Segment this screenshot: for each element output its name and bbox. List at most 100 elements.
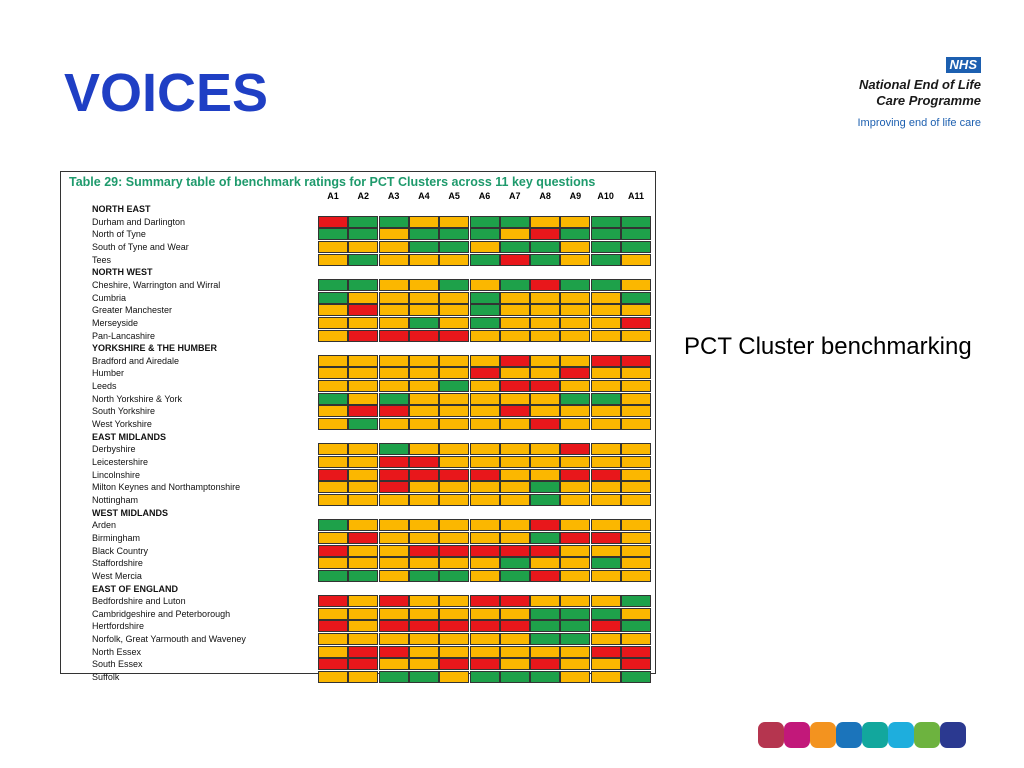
- rating-cell-amber: [560, 316, 591, 329]
- rating-cell-amber: [499, 443, 530, 456]
- rating-cell-green: [621, 291, 651, 304]
- region-label: EAST OF ENGLAND: [92, 583, 179, 594]
- rating-cell-amber: [378, 557, 409, 570]
- slide-title: VOICES: [64, 63, 269, 123]
- rating-cell-amber: [590, 569, 621, 582]
- rating-cell-amber: [318, 671, 348, 684]
- colour-swatch: [888, 722, 914, 748]
- rating-cell-red: [560, 367, 591, 380]
- rating-cell-red: [439, 468, 470, 481]
- rating-cell-amber: [408, 519, 439, 532]
- rating-cell-green: [408, 569, 439, 582]
- rating-cell-amber: [590, 405, 621, 418]
- rating-cell-red: [378, 595, 409, 608]
- rating-cell-amber: [499, 367, 530, 380]
- rating-cell-amber: [530, 291, 561, 304]
- rating-cell-amber: [621, 443, 651, 456]
- rating-cell-amber: [590, 456, 621, 468]
- rating-cell-amber: [469, 645, 500, 658]
- table-row: Suffolk: [61, 671, 655, 684]
- rating-cell-amber: [621, 367, 651, 380]
- rating-cell-amber: [621, 519, 651, 532]
- rating-cell-green: [318, 278, 348, 291]
- rating-cell-amber: [408, 531, 439, 544]
- rating-cell-amber: [408, 645, 439, 658]
- rating-cell-red: [621, 354, 651, 367]
- rating-cell-amber: [469, 456, 500, 468]
- cluster-label: Arden: [92, 520, 117, 531]
- rating-cell-green: [560, 228, 591, 241]
- rating-cell-amber: [378, 607, 409, 620]
- rating-cell-amber: [408, 291, 439, 304]
- rating-cell-green: [469, 228, 500, 241]
- rating-cell-red: [499, 253, 530, 266]
- rating-cell-amber: [621, 304, 651, 317]
- rating-cell-red: [499, 595, 530, 608]
- rating-cell-red: [469, 595, 500, 608]
- column-header-a4: A4: [418, 191, 430, 201]
- rating-cell-amber: [530, 354, 561, 367]
- cluster-label: Cambridgeshire and Peterborough: [92, 608, 231, 619]
- rating-cell-amber: [348, 671, 379, 684]
- colour-swatch: [784, 722, 810, 748]
- rating-cell-green: [348, 228, 379, 241]
- rating-cell-amber: [439, 645, 470, 658]
- rating-cell-red: [590, 620, 621, 633]
- rating-cell-amber: [439, 595, 470, 608]
- table-row: Humber: [61, 367, 655, 380]
- rating-cell-amber: [560, 544, 591, 557]
- rating-cell-green: [378, 443, 409, 456]
- programme-name-line1: National End of Life: [858, 77, 981, 92]
- rating-cell-green: [590, 557, 621, 570]
- rating-cell-amber: [318, 380, 348, 393]
- rating-cell-red: [378, 456, 409, 468]
- rating-cell-amber: [348, 392, 379, 405]
- rating-cell-amber: [439, 493, 470, 506]
- rating-cell-green: [590, 240, 621, 253]
- rating-cell-red: [530, 658, 561, 671]
- table-row: Lincolnshire: [61, 468, 655, 481]
- rating-cell-green: [348, 215, 379, 228]
- programme-name-line2: Care Programme: [876, 93, 981, 108]
- table-row: South Yorkshire: [61, 405, 655, 418]
- rating-cell-red: [499, 380, 530, 393]
- rating-cell-amber: [318, 607, 348, 620]
- rating-cell-amber: [318, 418, 348, 431]
- rating-cell-amber: [348, 316, 379, 329]
- rating-cell-amber: [621, 278, 651, 291]
- rating-cell-green: [499, 278, 530, 291]
- rating-cell-red: [530, 519, 561, 532]
- rating-cell-amber: [408, 304, 439, 317]
- cluster-label: Derbyshire: [92, 444, 136, 455]
- rating-cell-amber: [560, 240, 591, 253]
- rating-cell-red: [378, 405, 409, 418]
- rating-cell-amber: [530, 456, 561, 468]
- rating-cell-amber: [530, 329, 561, 342]
- column-header-a8: A8: [539, 191, 551, 201]
- cluster-label: Leeds: [92, 381, 117, 392]
- cluster-label: West Mercia: [92, 570, 142, 581]
- rating-cell-red: [318, 658, 348, 671]
- rating-cell-amber: [348, 380, 379, 393]
- table-row: Bedfordshire and Luton: [61, 595, 655, 608]
- table-row: South of Tyne and Wear: [61, 240, 655, 253]
- rating-cell-green: [621, 228, 651, 241]
- cluster-label: Tees: [92, 254, 112, 265]
- rating-cell-amber: [318, 367, 348, 380]
- colour-swatch: [758, 722, 784, 748]
- region-label: NORTH EAST: [92, 204, 151, 214]
- rating-cell-amber: [408, 405, 439, 418]
- rating-cell-amber: [408, 380, 439, 393]
- rating-cell-green: [348, 278, 379, 291]
- cluster-label: Merseyside: [92, 317, 139, 328]
- rating-cell-green: [499, 671, 530, 684]
- rating-cell-amber: [408, 354, 439, 367]
- column-header-a10: A10: [597, 191, 614, 201]
- cluster-label: Cumbria: [92, 292, 127, 303]
- rating-cell-red: [439, 658, 470, 671]
- rating-cell-green: [530, 633, 561, 646]
- cluster-label: Milton Keynes and Northamptonshire: [92, 482, 241, 493]
- rating-cell-green: [348, 418, 379, 431]
- rating-cell-amber: [469, 519, 500, 532]
- rating-cell-red: [499, 405, 530, 418]
